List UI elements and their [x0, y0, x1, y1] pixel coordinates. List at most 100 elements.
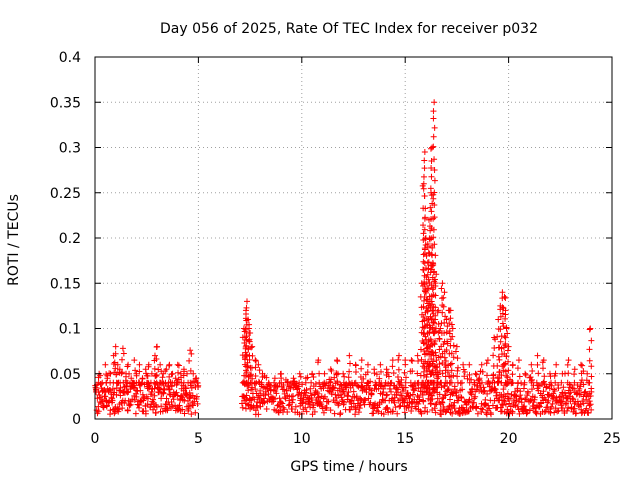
data-point — [428, 164, 435, 171]
data-point — [439, 370, 446, 377]
data-point — [151, 365, 158, 372]
chart-title: Day 056 of 2025, Rate Of TEC Index for r… — [160, 21, 538, 37]
data-point — [565, 370, 572, 377]
data-point — [299, 381, 306, 388]
data-point — [107, 407, 114, 414]
data-point — [432, 337, 439, 344]
data-point-peak — [431, 99, 438, 106]
data-point — [542, 408, 549, 415]
data-point — [328, 367, 335, 374]
data-point-peak — [193, 375, 200, 382]
data-point — [418, 356, 425, 363]
data-point — [175, 369, 182, 376]
data-point — [448, 321, 455, 328]
data-point — [430, 226, 437, 233]
data-point — [559, 404, 566, 411]
data-point-peak — [340, 370, 347, 377]
data-point — [420, 297, 427, 304]
data-point — [540, 379, 547, 386]
data-point — [577, 401, 584, 408]
data-point — [368, 390, 375, 397]
data-point — [341, 390, 348, 397]
data-point — [417, 346, 424, 353]
data-point — [129, 396, 136, 403]
data-point — [255, 411, 262, 418]
data-point — [297, 395, 304, 402]
data-point — [265, 391, 272, 398]
data-point-peak — [157, 361, 164, 368]
data-point — [437, 353, 444, 360]
data-point — [414, 392, 421, 399]
data-point — [536, 403, 543, 410]
data-point — [554, 408, 561, 415]
data-point — [436, 336, 443, 343]
data-point — [427, 185, 434, 192]
data-point-peak — [284, 379, 291, 386]
data-point — [395, 366, 402, 373]
data-point — [416, 396, 423, 403]
x-tick-label: 0 — [91, 431, 100, 447]
data-point — [449, 333, 456, 340]
data-point-peak — [447, 307, 454, 314]
data-point — [178, 374, 185, 381]
data-point — [106, 398, 113, 405]
data-point — [312, 381, 319, 388]
data-point — [259, 374, 266, 381]
data-point — [498, 345, 505, 352]
data-point — [136, 401, 143, 408]
data-point — [474, 410, 481, 417]
data-point — [439, 309, 446, 316]
data-point — [153, 344, 160, 351]
data-point — [443, 346, 450, 353]
data-point — [528, 386, 535, 393]
data-point — [435, 320, 442, 327]
data-point-peak — [243, 298, 250, 305]
data-point-peak — [449, 325, 456, 332]
data-point — [504, 406, 511, 413]
data-point — [414, 370, 421, 377]
data-point — [165, 386, 172, 393]
data-point-peak — [358, 357, 365, 364]
data-point — [425, 285, 432, 292]
data-point-peak — [346, 352, 353, 359]
data-point — [585, 409, 592, 416]
data-point-peak — [172, 375, 179, 382]
data-point — [432, 409, 439, 416]
data-point — [107, 387, 114, 394]
data-point — [278, 399, 285, 406]
data-point — [569, 385, 576, 392]
data-point — [432, 349, 439, 356]
data-point — [402, 374, 409, 381]
data-point — [388, 388, 395, 395]
data-point-peak — [169, 370, 176, 377]
data-point — [338, 394, 345, 401]
data-point — [390, 370, 397, 377]
data-point — [552, 379, 559, 386]
data-point-peak — [408, 357, 415, 364]
data-point — [464, 375, 471, 382]
data-point — [432, 252, 439, 259]
data-point — [132, 367, 139, 374]
data-point — [102, 393, 109, 400]
data-point — [124, 407, 131, 414]
data-point-peak — [148, 370, 155, 377]
data-point — [383, 372, 390, 379]
data-point — [350, 388, 357, 395]
data-point — [431, 177, 438, 184]
data-point — [500, 397, 507, 404]
data-point — [103, 403, 110, 410]
data-point — [518, 399, 525, 406]
data-point — [422, 205, 429, 212]
data-point — [442, 373, 449, 380]
data-point-peak — [395, 352, 402, 359]
x-tick-label: 5 — [194, 431, 203, 447]
data-point — [337, 411, 344, 418]
data-point-peak — [502, 307, 509, 314]
data-point — [426, 236, 433, 243]
data-point — [194, 400, 201, 407]
data-point — [499, 320, 506, 327]
data-point-peak — [290, 375, 297, 382]
data-point — [323, 404, 330, 411]
data-point — [501, 398, 508, 405]
data-point-peak — [534, 352, 541, 359]
